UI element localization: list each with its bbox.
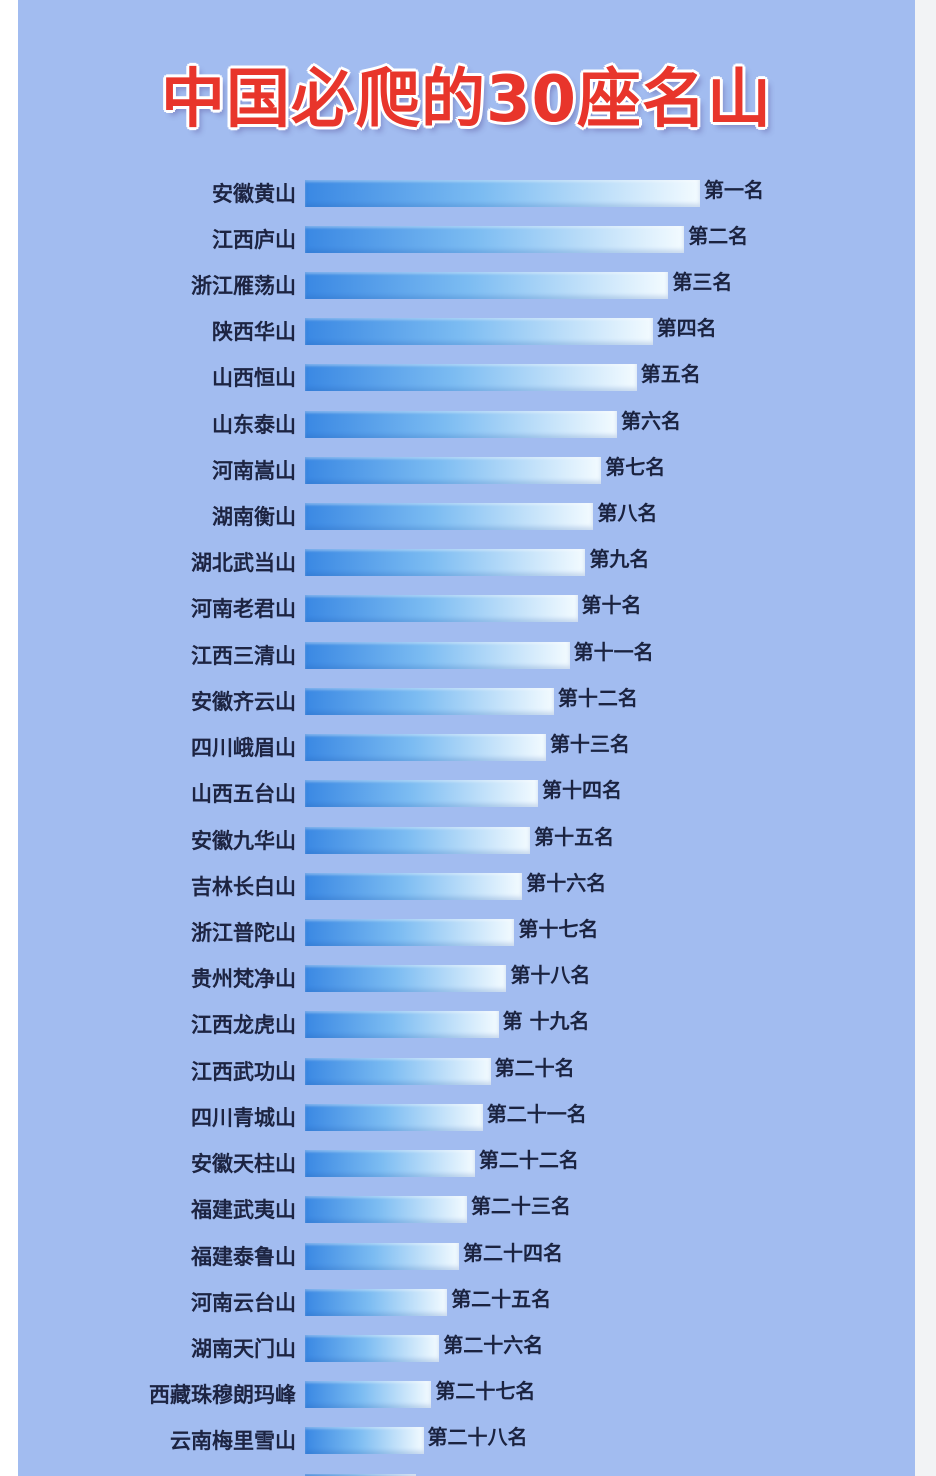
category-label: 四川青城山 <box>191 1104 296 1130</box>
bar <box>305 872 523 900</box>
category-label: 江西龙虎山 <box>191 1012 296 1038</box>
bar <box>305 1196 467 1224</box>
category-label: 云南梅里雪山 <box>170 1428 296 1454</box>
data-label: 第二名 <box>688 223 749 248</box>
data-label: 第二十名 <box>494 1055 575 1080</box>
data-label: 第二十五名 <box>451 1286 552 1311</box>
category-label: 河南嵩山 <box>212 457 296 483</box>
data-label: 第九名 <box>589 547 650 572</box>
bar <box>305 641 570 669</box>
category-label: 湖南天门山 <box>191 1336 296 1361</box>
category-label: 浙江雁荡山 <box>191 272 296 298</box>
data-label: 第四名 <box>656 316 717 341</box>
bar <box>305 1150 475 1178</box>
category-label: 江西武功山 <box>191 1058 296 1084</box>
category-label: 江西庐山 <box>212 226 296 252</box>
bar <box>305 410 618 438</box>
data-label: 第 十九名 <box>502 1009 590 1034</box>
data-label: 第二十四名 <box>463 1240 564 1265</box>
data-label: 第十七名 <box>518 917 599 942</box>
bar <box>305 318 653 346</box>
data-label: 第二十八名 <box>427 1425 528 1450</box>
data-label: 第十四名 <box>542 778 623 803</box>
data-label: 第二十二名 <box>478 1148 579 1173</box>
category-label: 湖南衡山 <box>212 504 296 530</box>
bar <box>305 919 515 947</box>
bar <box>305 225 685 253</box>
category-label: 福建泰鲁山 <box>191 1243 296 1269</box>
bar <box>305 364 637 392</box>
data-label: 第二十七名 <box>435 1379 536 1404</box>
bar <box>305 549 586 577</box>
bar <box>305 965 507 993</box>
category-label: 江西三清山 <box>191 642 296 668</box>
bar <box>305 271 669 299</box>
data-label: 第五名 <box>640 362 701 387</box>
data-label: 第十名 <box>581 593 642 618</box>
data-label: 第七名 <box>605 454 666 479</box>
category-label: 山西恒山 <box>212 365 296 391</box>
category-label: 福建武夷山 <box>191 1197 296 1223</box>
chart-panel: 中国必爬的30座名山 安徽黄山 第一名江西庐山 第二名浙江雁荡山 第三名陕西华山 第四名… <box>18 0 915 1476</box>
data-label: 第六名 <box>621 408 682 433</box>
category-label: 安徽黄山 <box>212 180 296 206</box>
bar <box>305 1381 432 1409</box>
bar <box>305 1335 440 1362</box>
bar <box>305 1057 491 1085</box>
bar <box>305 826 531 854</box>
category-label: 浙江普陀山 <box>191 920 296 946</box>
bar <box>305 1427 424 1455</box>
bar <box>305 1011 499 1039</box>
data-label: 第十五名 <box>534 824 615 849</box>
bar-chart: 安徽黄山 第一名江西庐山 第二名浙江雁荡山 第三名陕西华山 第四名山西恒山 第五名山东泰山… <box>18 0 915 1476</box>
data-label: 第一名 <box>704 177 764 202</box>
category-label: 河南老君山 <box>191 596 296 622</box>
bar <box>305 595 578 623</box>
category-label: 陕西华山 <box>212 319 296 345</box>
category-label: 山西五台山 <box>191 781 296 807</box>
bar <box>305 1242 460 1270</box>
bar <box>305 1103 483 1131</box>
data-label: 第十三名 <box>549 732 630 757</box>
chart-title: 中国必爬的30座名山 <box>160 63 773 137</box>
bar <box>305 456 602 484</box>
category-label: 安徽九华山 <box>191 827 296 853</box>
category-label: 贵州梵净山 <box>191 966 296 992</box>
data-label: 第三名 <box>672 269 733 294</box>
data-label: 第八名 <box>597 501 658 526</box>
data-label: 第十八名 <box>510 963 591 988</box>
category-label: 安徽天柱山 <box>191 1151 296 1177</box>
bar <box>305 734 546 762</box>
left-margin <box>0 0 18 1476</box>
bar <box>305 1288 448 1316</box>
bar <box>305 503 594 531</box>
data-label: 第十二名 <box>557 685 638 710</box>
category-label: 山东泰山 <box>212 411 296 437</box>
data-label: 第二十三名 <box>470 1194 571 1219</box>
category-label: 河南云台山 <box>191 1289 296 1315</box>
category-label: 西藏珠穆朗玛峰 <box>149 1382 296 1408</box>
category-label: 湖北武当山 <box>191 550 296 576</box>
bar <box>305 687 554 715</box>
data-label: 第十一名 <box>573 639 654 664</box>
bar <box>305 1473 416 1476</box>
data-label: 第二十六名 <box>443 1333 544 1357</box>
bar <box>305 780 539 808</box>
bar <box>305 179 700 207</box>
data-label: 第二十一名 <box>486 1101 587 1126</box>
data-label: 第十六名 <box>526 870 607 895</box>
category-label: 四川峨眉山 <box>191 735 296 761</box>
category-label: 吉林长白山 <box>191 873 296 899</box>
category-label: 安徽齐云山 <box>191 688 296 714</box>
